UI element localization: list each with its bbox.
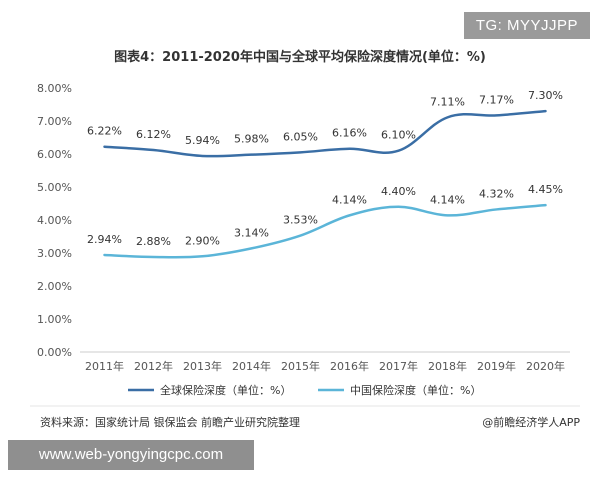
x-tick-label: 2017年 [379,359,418,373]
y-tick-label: 8.00% [37,82,72,95]
data-label: 4.40% [381,185,416,198]
series-line-global [103,109,547,158]
url-tag: www.web-yongyingcpc.com [8,440,254,470]
y-tick-label: 2.00% [37,280,72,293]
data-label: 6.16% [332,127,367,140]
x-tick-label: 2012年 [134,359,173,373]
data-label: 3.53% [283,214,318,227]
data-label: 3.14% [234,226,269,239]
data-label: 6.05% [283,130,318,143]
data-label: 7.17% [479,93,514,106]
y-tick-label: 7.00% [37,115,72,128]
brand-note: @前瞻经济学人APP [482,416,580,429]
series-line-china [103,203,547,259]
x-tick-label: 2011年 [85,359,124,373]
source-note: 资料来源：国家统计局 银保监会 前瞻产业研究院整理 [40,416,300,429]
data-label: 5.98% [234,133,269,146]
data-label: 4.14% [430,193,465,206]
y-tick-label: 3.00% [37,247,72,260]
data-label: 4.14% [332,193,367,206]
chart-title: 图表4：2011-2020年中国与全球平均保险深度情况(单位：%) [114,50,486,65]
y-tick-label: 0.00% [37,346,72,359]
data-label: 2.88% [136,235,171,248]
y-tick-label: 1.00% [37,313,72,326]
watermark-tag: TG: MYYJJPP [463,12,590,39]
x-tick-label: 2016年 [330,359,369,373]
legend-label-china: 中国保险深度（单位：%） [350,383,481,397]
data-label: 2.94% [87,233,122,246]
data-label: 6.12% [136,128,171,141]
data-label: 7.30% [528,89,563,102]
data-label: 6.10% [381,129,416,142]
data-label: 4.45% [528,183,563,196]
x-tick-label: 2015年 [281,359,320,373]
x-tick-label: 2019年 [477,359,516,373]
data-label: 4.32% [479,187,514,200]
x-tick-label: 2014年 [232,359,271,373]
x-tick-label: 2020年 [526,359,565,373]
y-tick-label: 5.00% [37,181,72,194]
legend-label-global: 全球保险深度（单位：%） [160,383,291,397]
data-label: 5.94% [185,134,220,147]
x-tick-label: 2013年 [183,359,222,373]
data-label: 2.90% [185,234,220,247]
y-tick-label: 4.00% [37,214,72,227]
data-label: 7.11% [430,95,465,108]
data-label: 6.22% [87,125,122,138]
y-tick-label: 6.00% [37,148,72,161]
x-tick-label: 2018年 [428,359,467,373]
